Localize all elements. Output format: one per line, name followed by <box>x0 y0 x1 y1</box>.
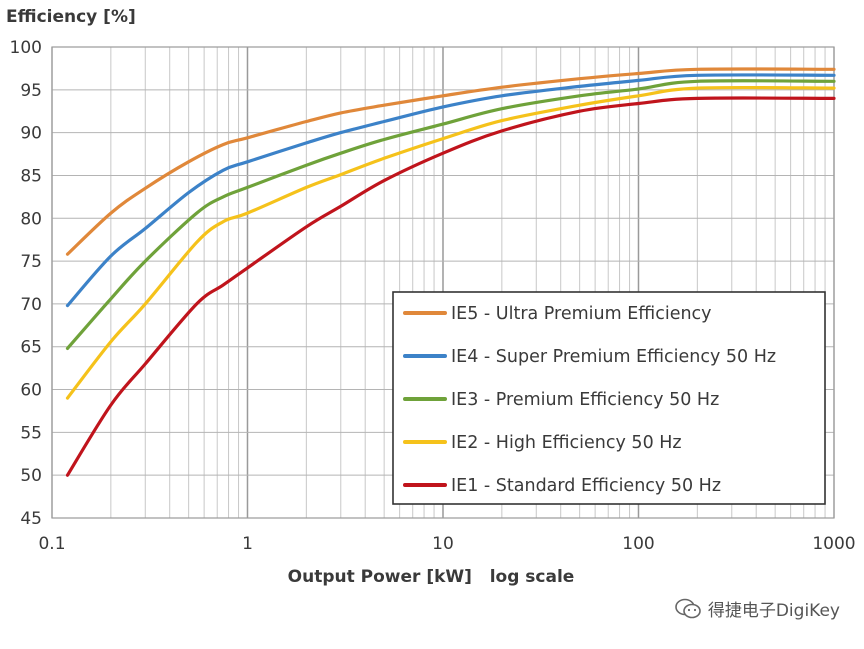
legend: IE5 - Ultra Premium Efficiency IE4 - Supe… <box>392 291 826 505</box>
legend-label: IE4 - Super Premium Efficiency 50 Hz <box>451 347 776 367</box>
series-line-ie2 <box>65 85 836 400</box>
y-tick-label: 80 <box>20 209 42 229</box>
x-axis-label: Output Power [kW] log scale <box>288 567 575 587</box>
series-lines <box>65 67 836 477</box>
y-tick-label: 65 <box>20 338 42 358</box>
x-tick-label: 100 <box>622 534 654 554</box>
series-line-ie1 <box>65 96 836 477</box>
y-tick-labels: 45 50 55 60 65 70 75 80 85 90 95 100 <box>10 38 42 529</box>
legend-label: IE1 - Standard Efficiency 50 Hz <box>451 476 721 496</box>
legend-label: IE5 - Ultra Premium Efficiency <box>451 304 712 324</box>
wechat-icon <box>675 598 701 618</box>
watermark-text: 得捷电子DigiKey <box>707 601 840 621</box>
y-tick-label: 60 <box>20 381 42 401</box>
legend-box <box>392 291 826 505</box>
x-tick-label: 0.1 <box>38 534 65 554</box>
y-tick-label: 90 <box>20 124 42 144</box>
watermark: 得捷电子DigiKey <box>674 596 840 621</box>
y-tick-label: 100 <box>10 38 42 58</box>
y-tick-label: 50 <box>20 466 42 486</box>
x-tick-label: 10 <box>432 534 454 554</box>
plot-frame <box>51 46 835 519</box>
y-tick-label: 85 <box>20 166 42 186</box>
series-line-ie3 <box>65 79 836 350</box>
series-line-ie4 <box>65 73 836 308</box>
x-tick-label: 1000 <box>812 534 855 554</box>
series-line-ie5 <box>65 67 836 256</box>
x-tick-label: 1 <box>242 534 253 554</box>
legend-label: IE3 - Premium Efficiency 50 Hz <box>451 390 719 410</box>
y-axis-label: Efficiency [%] <box>6 7 136 27</box>
y-tick-label: 55 <box>20 423 42 443</box>
y-tick-label: 45 <box>20 509 42 529</box>
y-tick-label: 95 <box>20 81 42 101</box>
legend-label: IE2 - High Efficiency 50 Hz <box>451 433 682 453</box>
x-tick-labels: 0.1 1 10 100 1000 <box>38 534 855 554</box>
y-tick-label: 70 <box>20 295 42 315</box>
y-tick-label: 75 <box>20 252 42 272</box>
